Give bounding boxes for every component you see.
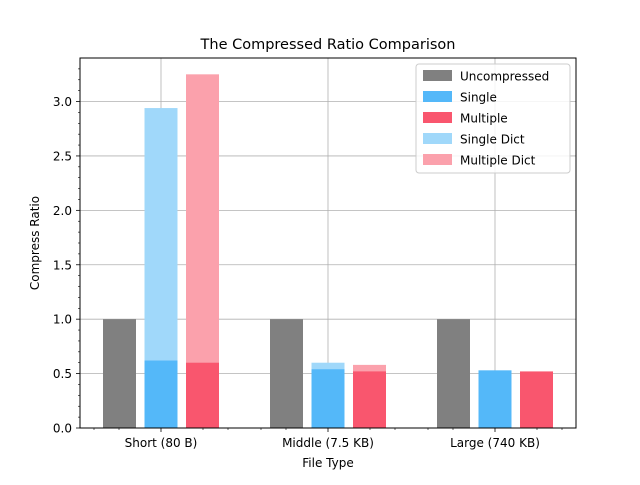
legend-swatch	[423, 112, 452, 123]
legend-swatch	[423, 133, 452, 144]
legend-label: Multiple	[460, 112, 508, 126]
chart-title: The Compressed Ratio Comparison	[200, 37, 456, 53]
bars	[103, 74, 553, 428]
legend-box	[415, 63, 571, 174]
legend-label: Single	[460, 91, 497, 105]
legend-label: Uncompressed	[460, 70, 549, 84]
y-axis-label: Compress Ratio	[28, 196, 42, 290]
y-tick-label: 3.0	[53, 95, 72, 109]
x-tick-label: Short (80 B)	[125, 436, 198, 450]
x-tick-label: Large (740 KB)	[450, 436, 540, 450]
bar-uncompressed	[437, 319, 470, 428]
bar-multiple	[353, 371, 386, 428]
bar-single	[478, 370, 512, 428]
y-tick-label: 2.0	[53, 204, 72, 218]
x-tick-label: Middle (7.5 KB)	[282, 436, 374, 450]
legend-label: Single Dict	[460, 133, 525, 147]
y-tick-label: 1.5	[53, 258, 72, 272]
ticks: 0.0 0.5 1.0 1.5 2.0 2.5 3.0 Short (80 B) Middle …	[53, 68, 563, 450]
legend-label: Multiple Dict	[460, 154, 536, 168]
y-tick-label: 0.5	[53, 367, 72, 381]
y-tick-label: 2.5	[53, 149, 72, 163]
legend-swatch	[423, 91, 452, 102]
legend-swatch	[423, 154, 452, 165]
bar-uncompressed	[103, 319, 136, 428]
bar-multiple	[520, 371, 553, 428]
bar-uncompressed	[270, 319, 303, 428]
y-tick-label: 0.0	[53, 422, 72, 436]
legend-swatch	[423, 70, 452, 81]
bar-multiple	[186, 362, 219, 428]
y-tick-label: 1.0	[53, 313, 72, 327]
legend: Uncompressed Single Multiple Single Dict Mul…	[415, 63, 571, 174]
x-axis-label: File Type	[302, 456, 353, 470]
bar-single	[311, 369, 345, 428]
bar-single	[144, 360, 178, 428]
